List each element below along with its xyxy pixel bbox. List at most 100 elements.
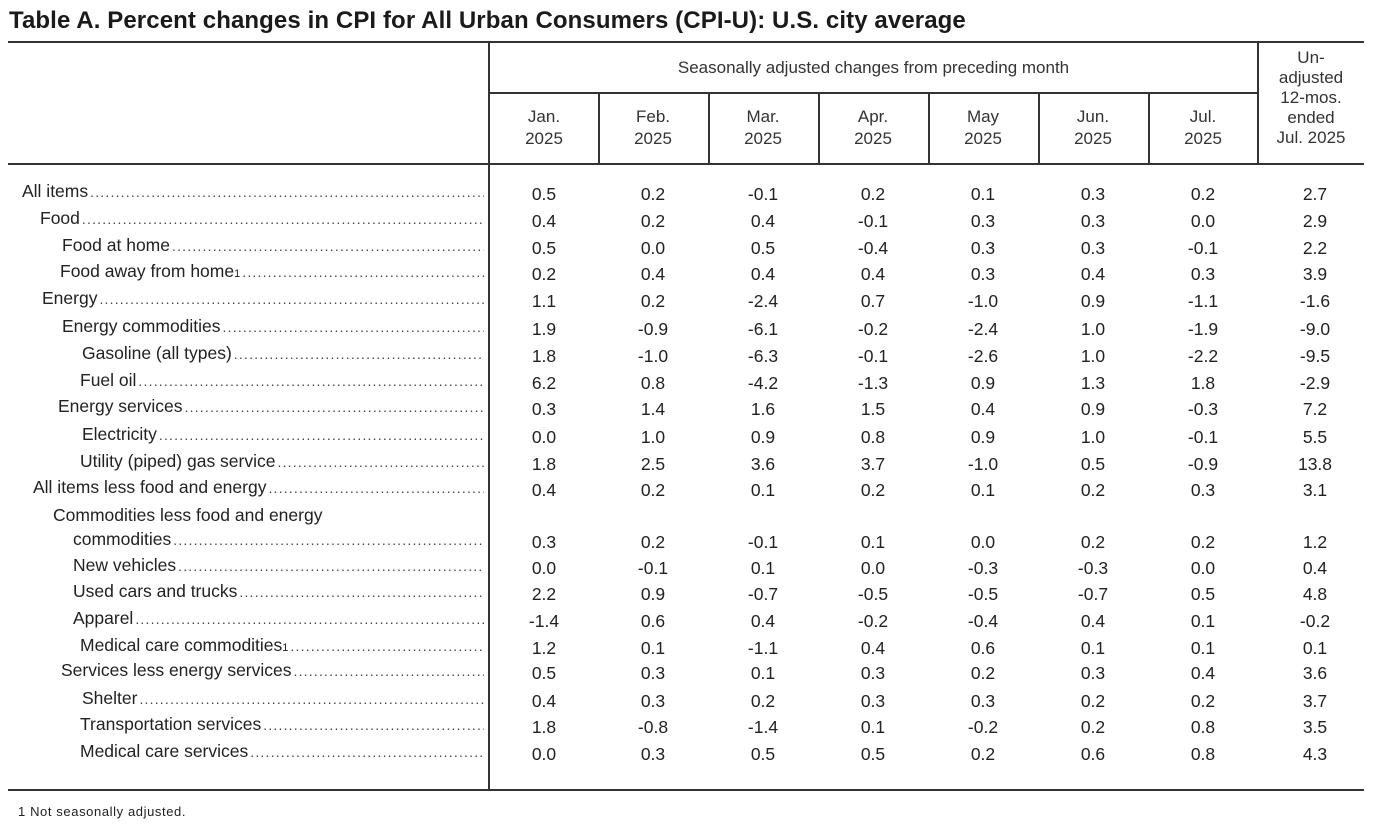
leader-dots: ........................................… <box>184 399 485 415</box>
footnote: 1 Not seasonally adjusted. <box>18 804 186 819</box>
column-header-month: Jun. <box>1076 107 1110 126</box>
table-cell: 0.2 <box>1080 480 1106 500</box>
column-divider <box>598 93 600 164</box>
leader-dots: ........................................… <box>290 638 484 654</box>
table-cell: -0.1 <box>857 211 889 231</box>
column-divider <box>928 93 930 164</box>
column-header: Jul. 2025 <box>1149 106 1257 150</box>
table-cell: 0.0 <box>531 427 557 447</box>
row-label: Services less energy services...........… <box>61 659 484 683</box>
table-cell: 0.4 <box>970 399 996 419</box>
table-cell: 3.7 <box>860 454 886 474</box>
row-label: Food away from home 1....................… <box>60 260 484 284</box>
footnote-text: Not seasonally adjusted. <box>30 804 187 819</box>
table-cell: 0.1 <box>860 532 886 552</box>
table-cell: 0.7 <box>860 291 886 311</box>
table-cell: -0.7 <box>1077 584 1109 604</box>
table-cell: -1.0 <box>967 454 999 474</box>
row-label: Shelter.................................… <box>82 687 484 711</box>
table-cell: -2.4 <box>747 291 779 311</box>
column-divider <box>818 93 820 164</box>
table-cell: 1.8 <box>1190 373 1216 393</box>
table-cell: -0.4 <box>857 238 889 258</box>
table-cell: -1.0 <box>967 291 999 311</box>
table-cell: -1.9 <box>1187 319 1219 339</box>
row-label: Energy commodities......................… <box>62 315 484 339</box>
table-cell: 0.3 <box>640 691 666 711</box>
row-label-text: Food away from home <box>60 261 235 281</box>
table-cell: 0.3 <box>970 238 996 258</box>
table-cell: 0.4 <box>1080 611 1106 631</box>
table-cell: 0.8 <box>1190 744 1216 764</box>
row-label: Fuel oil................................… <box>80 369 484 393</box>
leader-dots: ........................................… <box>139 691 484 707</box>
table-cell: 1.0 <box>1080 346 1106 366</box>
table-cell: 0.9 <box>1080 399 1106 419</box>
table-cell: 0.3 <box>640 744 666 764</box>
table-cell: 0.8 <box>640 373 666 393</box>
table-cell: 0.2 <box>640 480 666 500</box>
column-header-year: 2025 <box>964 129 1002 148</box>
table-cell: 0.2 <box>860 184 886 204</box>
table-cell: 0.2 <box>1190 184 1216 204</box>
row-label: Gasoline (all types)....................… <box>82 342 484 366</box>
table-cell: 0.2 <box>860 480 886 500</box>
table-cell: -6.1 <box>747 319 779 339</box>
leader-dots: ........................................… <box>242 264 484 280</box>
row-label-text: Transportation services <box>80 714 262 734</box>
leader-dots: ........................................… <box>158 427 484 443</box>
table-cell: -6.3 <box>747 346 779 366</box>
column-header: Jun. 2025 <box>1039 106 1147 150</box>
table-cell: 0.2 <box>970 744 996 764</box>
column-divider <box>708 93 710 164</box>
table-cell: 0.8 <box>860 427 886 447</box>
column-header: Feb. 2025 <box>599 106 707 150</box>
leader-dots: ........................................… <box>173 532 484 548</box>
row-label: Electricity.............................… <box>82 423 484 447</box>
table-cell: 0.4 <box>531 691 557 711</box>
unadjusted-column-header: Un- adjusted 12-mos. ended Jul. 2025 <box>1259 48 1363 148</box>
unadjusted-header-line: adjusted <box>1278 68 1344 87</box>
table-cell: 0.0 <box>531 558 557 578</box>
unadjusted-cell: 3.7 <box>1302 691 1328 711</box>
unadjusted-cell: 3.5 <box>1302 717 1328 737</box>
column-header-month: May <box>966 107 1000 126</box>
table-cell: -1.3 <box>857 373 889 393</box>
table-cell: -0.9 <box>637 319 669 339</box>
row-label-text: Energy commodities <box>62 316 221 336</box>
row-label-text: Food at home <box>62 235 170 255</box>
table-cell: 0.8 <box>1190 717 1216 737</box>
table-cell: 0.0 <box>531 744 557 764</box>
table-cell: 0.3 <box>970 264 996 284</box>
table-cell: -0.9 <box>1187 454 1219 474</box>
table-cell: -0.1 <box>637 558 669 578</box>
bottom-rule <box>8 789 1364 791</box>
row-label: Food at home............................… <box>62 234 484 258</box>
unadjusted-cell: 3.6 <box>1302 663 1328 683</box>
table-cell: 0.4 <box>531 480 557 500</box>
unadjusted-header-line: 12-mos. <box>1280 88 1342 107</box>
leader-dots: ........................................… <box>90 184 484 200</box>
table-cell: 0.0 <box>860 558 886 578</box>
table-cell: 0.0 <box>1190 211 1216 231</box>
table-cell: 1.8 <box>531 454 557 474</box>
row-label-text: Services less energy services <box>61 660 292 680</box>
table-cell: 1.4 <box>640 399 666 419</box>
table-cell: -2.4 <box>967 319 999 339</box>
table-cell: 0.9 <box>970 427 996 447</box>
unadjusted-cell: -2.9 <box>1299 373 1331 393</box>
table-cell: 0.2 <box>640 291 666 311</box>
table-cell: 0.6 <box>640 611 666 631</box>
leader-dots: ........................................… <box>268 480 484 496</box>
table-cell: 0.0 <box>970 532 996 552</box>
table-cell: 0.4 <box>750 611 776 631</box>
table-cell: 0.3 <box>970 691 996 711</box>
row-label-text: Energy services <box>58 396 183 416</box>
table-cell: 1.0 <box>1080 319 1106 339</box>
unadjusted-divider <box>1257 42 1259 164</box>
table-cell: 1.1 <box>531 291 557 311</box>
column-header: May 2025 <box>929 106 1037 150</box>
table-cell: -1.1 <box>747 638 779 658</box>
row-label: All items less food and energy..........… <box>33 476 484 500</box>
table-cell: 0.3 <box>1080 663 1106 683</box>
